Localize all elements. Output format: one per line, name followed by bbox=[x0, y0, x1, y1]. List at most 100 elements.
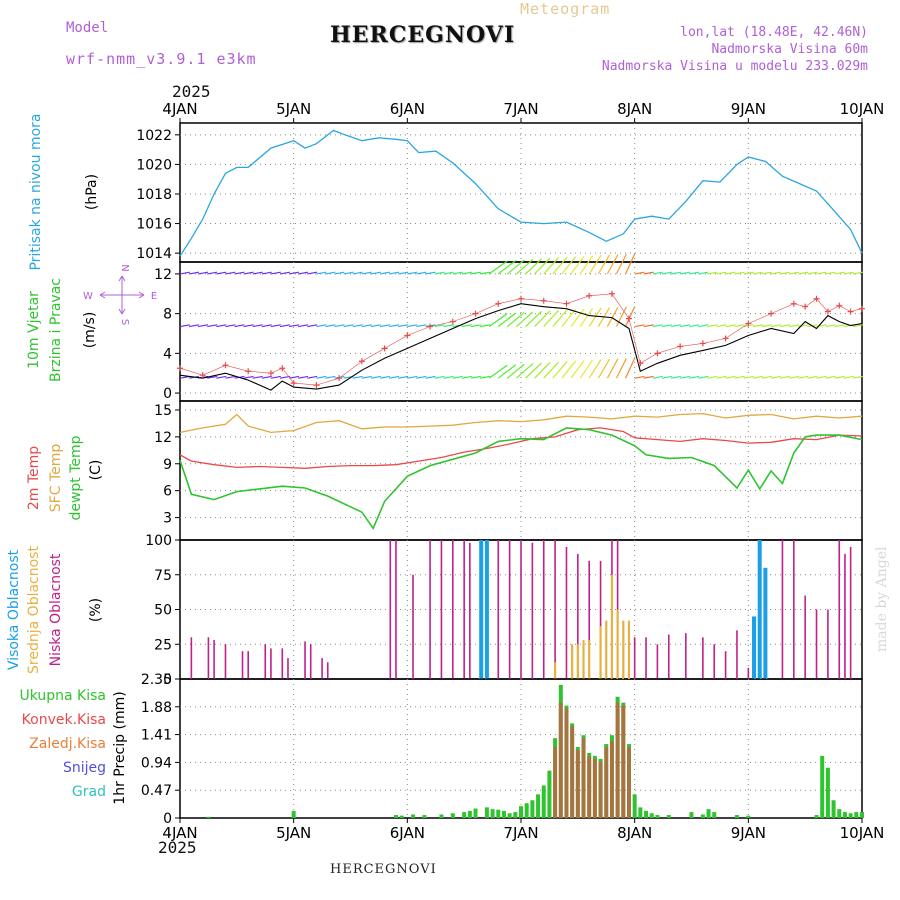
cloud-bar-niska bbox=[440, 540, 443, 679]
precip-bar-ukupna bbox=[399, 815, 404, 818]
wind-arrow bbox=[716, 271, 727, 275]
wind-arrow bbox=[325, 324, 336, 328]
wind-arrow bbox=[852, 375, 863, 379]
precip-bar-konvek bbox=[575, 749, 580, 818]
cloud-bar-niska bbox=[565, 546, 568, 679]
wind-arrow bbox=[479, 375, 491, 379]
ytick-label: 2.35 bbox=[141, 672, 172, 688]
wind-arrow bbox=[379, 375, 391, 379]
cloud-bar-niska bbox=[520, 540, 522, 679]
wind-arrow bbox=[534, 362, 551, 379]
wind-arrow bbox=[261, 324, 272, 328]
precip-legend-0: Ukupna Kisa bbox=[19, 688, 106, 704]
wind-arrow bbox=[752, 271, 763, 275]
wind-arrow bbox=[789, 271, 800, 275]
precip-bar-konvek bbox=[609, 741, 614, 818]
precip-bar-konvek bbox=[604, 747, 609, 818]
wind-arrow bbox=[497, 312, 517, 328]
wind-arrow bbox=[725, 375, 736, 379]
precip-bar-konvek bbox=[587, 755, 592, 818]
cloud-bar-niska bbox=[724, 651, 727, 679]
wind-arrow bbox=[770, 271, 782, 275]
xtick-label-bottom: 10JAN bbox=[840, 824, 885, 842]
wind-arrow bbox=[670, 324, 681, 328]
wind-arrow bbox=[534, 310, 551, 327]
wind-arrow bbox=[289, 375, 300, 379]
wind-arrow bbox=[379, 324, 391, 328]
wind-arrow bbox=[243, 271, 254, 275]
wind-arrow bbox=[643, 324, 654, 328]
wind-arrow bbox=[834, 324, 845, 328]
temp2m-line bbox=[179, 427, 863, 469]
wind-arrow bbox=[698, 375, 709, 379]
cloud-bar-niska bbox=[326, 662, 329, 679]
temp-unit: (C) bbox=[88, 460, 104, 481]
xtick-label-top: 4JAN bbox=[162, 100, 197, 118]
wind-arrow bbox=[179, 324, 190, 328]
xtick-label-top: 7JAN bbox=[503, 100, 538, 118]
cloud-bar-niska bbox=[497, 540, 500, 679]
precip-bar-ukupna bbox=[462, 812, 467, 818]
wind-arrow bbox=[479, 271, 491, 275]
cloud-bar-niska bbox=[412, 574, 414, 679]
wind-arrow bbox=[207, 324, 218, 328]
cloud-bar-niska bbox=[247, 651, 249, 679]
wind-arrow bbox=[689, 271, 700, 275]
wind-arrow bbox=[343, 271, 354, 275]
cloud-bar-srednja bbox=[627, 620, 631, 679]
precip-bar-ukupna bbox=[655, 815, 660, 818]
wind-arrow bbox=[698, 271, 709, 275]
wind-arrow bbox=[252, 375, 263, 379]
meteogram-label: Meteogram bbox=[520, 0, 611, 18]
wind-arrow bbox=[552, 309, 568, 327]
wind-arrow bbox=[770, 375, 782, 379]
wind-arrow bbox=[725, 271, 736, 275]
wind-arrow bbox=[680, 375, 691, 379]
wind-arrow bbox=[716, 375, 727, 379]
wind-arrow bbox=[243, 375, 254, 379]
wind-arrow bbox=[588, 359, 602, 379]
wind-arrow bbox=[825, 271, 836, 275]
precip-bar-ukupna bbox=[524, 803, 529, 818]
wind-arrow bbox=[707, 324, 718, 328]
wind-arrow bbox=[716, 324, 727, 328]
precip-bar-ukupna bbox=[860, 812, 864, 818]
wind-arrow bbox=[470, 324, 481, 328]
pressure-unit: (hPa) bbox=[84, 174, 100, 210]
wind-arrow bbox=[661, 375, 672, 379]
wind-arrow bbox=[789, 375, 800, 379]
precip-bar-konvek bbox=[626, 747, 631, 818]
wind-arrow bbox=[743, 271, 754, 275]
ytick-label: 1.88 bbox=[141, 700, 172, 716]
cloud-bar-niska bbox=[207, 637, 210, 679]
wind-arrow bbox=[525, 362, 542, 379]
cloud-bar-niska bbox=[849, 546, 852, 679]
wind-arrow bbox=[606, 306, 619, 327]
wind-arrow bbox=[452, 271, 463, 275]
wind-arrow bbox=[843, 271, 854, 275]
cloud-ylabel-2: Srednja Oblacnost bbox=[26, 546, 42, 674]
wind-unit: (m/s) bbox=[82, 312, 98, 349]
wind-arrow bbox=[543, 309, 560, 327]
wind-arrow bbox=[470, 271, 481, 275]
cloud-bar-niska bbox=[287, 658, 289, 679]
wind-arrow bbox=[398, 375, 409, 379]
wind-arrow bbox=[652, 375, 663, 379]
wind-arrow bbox=[216, 324, 227, 328]
wind-arrow bbox=[652, 271, 663, 275]
cloud-bar-niska bbox=[469, 542, 471, 679]
wind-arrow bbox=[497, 260, 517, 275]
precip-bar-ukupna bbox=[814, 815, 819, 818]
compass-w: W bbox=[83, 291, 93, 302]
wind-arrow bbox=[634, 324, 645, 328]
cloud-bar-niska bbox=[452, 540, 454, 679]
precip-bar-ukupna bbox=[206, 816, 211, 818]
wind-arrow bbox=[234, 271, 245, 275]
cloud-bar-niska bbox=[270, 648, 272, 679]
cloud-bar-niska bbox=[588, 560, 590, 679]
cloud-bar-niska bbox=[508, 540, 511, 679]
wind-arrow bbox=[298, 375, 309, 379]
wind-arrow bbox=[443, 324, 454, 328]
wind-arrow bbox=[307, 271, 318, 275]
